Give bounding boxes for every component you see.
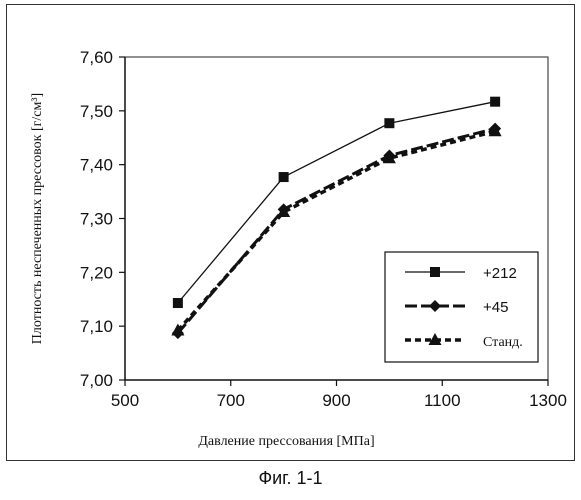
legend-marker-1	[430, 267, 440, 277]
data-point-series-1	[384, 118, 394, 128]
x-tick-label: 1300	[529, 391, 567, 410]
x-tick-label: 1100	[424, 391, 461, 410]
legend-label-1: +212	[483, 265, 517, 282]
y-tick-label: 7,00	[80, 371, 113, 390]
y-tick-label: 7,30	[80, 210, 113, 229]
x-tick-label: 700	[217, 391, 245, 410]
x-tick-label: 500	[111, 391, 139, 410]
y-tick-label: 7,50	[80, 102, 113, 121]
data-point-series-1	[279, 172, 289, 182]
y-tick-label: 7,10	[80, 317, 113, 336]
data-point-series-1	[490, 97, 500, 107]
chart-frame: 7,00 7,10 7,20 7,30 7,40 7,50 7,60 500 700 900 110…	[6, 4, 575, 461]
x-tick-label: 900	[322, 391, 350, 410]
y-tick-label: 7,40	[80, 156, 113, 175]
chart-svg: 7,00 7,10 7,20 7,30 7,40 7,50 7,60 500 700 900 110…	[7, 5, 574, 460]
y-tick-label: 7,60	[80, 48, 113, 67]
y-axis-title: Плотность неспеченных прессовок [г/см³]	[30, 93, 45, 344]
data-point-series-1	[173, 298, 183, 308]
x-axis-title: Давление прессования [МПа]	[198, 434, 374, 449]
legend-label-3: Станд.	[483, 335, 523, 350]
legend-label-2: +45	[483, 299, 508, 316]
figure-caption: Фиг. 1-1	[0, 468, 581, 489]
y-tick-label: 7,20	[80, 263, 113, 282]
